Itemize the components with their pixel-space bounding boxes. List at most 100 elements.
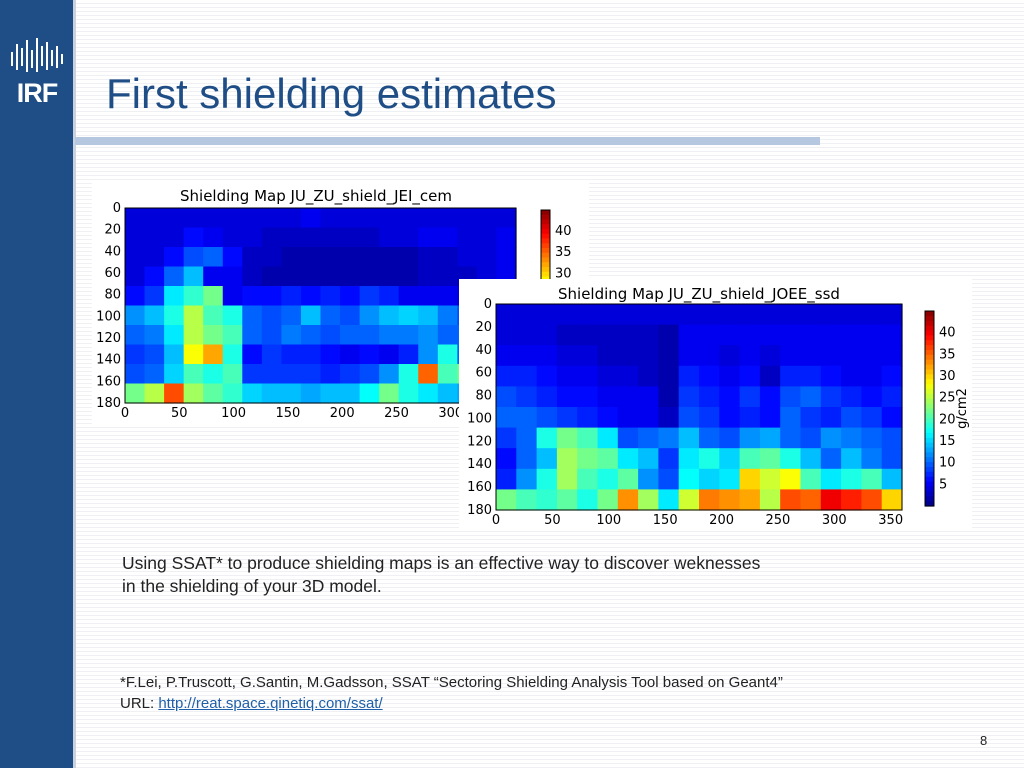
shielding-map-joee-panel: Shielding Map JU_ZU_shield_JOEE_ssd 0 50 10… xyxy=(459,279,972,531)
heatmap-cell xyxy=(861,427,883,449)
heatmap-cell xyxy=(658,324,680,346)
colorbar-tick-label: 25 xyxy=(939,391,956,406)
heatmap-cell xyxy=(300,266,322,287)
heatmap-cell xyxy=(125,227,146,248)
colorbar-segment xyxy=(925,428,934,434)
x-tick-label: 300 xyxy=(438,406,463,421)
heatmap-cell xyxy=(242,344,263,365)
heatmap-cell xyxy=(780,365,802,387)
colorbar-segment xyxy=(541,271,550,278)
heatmap-cell xyxy=(281,325,302,346)
x-tick-label: 100 xyxy=(221,406,246,421)
heatmap-cell xyxy=(820,324,842,346)
heatmap-cell xyxy=(556,407,578,429)
heatmap-cell xyxy=(699,468,720,490)
heatmap-cell xyxy=(638,448,659,470)
y-tick-label: 100 xyxy=(96,309,121,324)
x-tick-label: 300 xyxy=(822,513,847,528)
heatmap-cell xyxy=(144,325,165,346)
heatmap-cell xyxy=(242,266,263,287)
heatmap-cell xyxy=(699,427,720,449)
logo-text: IRF xyxy=(16,78,59,108)
heatmap-cell xyxy=(418,383,439,404)
heatmap-cell xyxy=(203,364,224,385)
heatmap-cell xyxy=(678,386,700,408)
heatmap-cell xyxy=(699,304,720,326)
heatmap-cell xyxy=(164,208,185,229)
heatmap-cell xyxy=(536,489,558,511)
heatmap-cell xyxy=(183,325,204,346)
heatmap-cell xyxy=(261,247,282,268)
colorbar-segment xyxy=(925,350,934,356)
heatmap-cell xyxy=(516,324,538,346)
heatmap-cell xyxy=(597,386,619,408)
ssat-link[interactable]: http://reat.space.qinetiq.com/ssat/ xyxy=(158,695,383,712)
heatmap-cell xyxy=(496,468,517,490)
colorbar-segment xyxy=(925,369,934,375)
heatmap-cell xyxy=(861,365,883,387)
heatmap-cell xyxy=(222,208,243,229)
heatmap-cell xyxy=(183,364,204,385)
y-tick-label: 100 xyxy=(467,411,492,426)
heatmap-cell xyxy=(496,386,517,408)
colorbar-label: g/cm2 xyxy=(955,388,970,429)
heatmap-cell xyxy=(320,364,341,385)
heatmap-cell xyxy=(577,448,599,470)
heatmap-cell xyxy=(841,345,862,367)
heatmap-cell xyxy=(164,247,185,268)
heatmap-cell xyxy=(203,344,224,365)
heatmap-cell xyxy=(699,365,720,387)
heatmap-cell xyxy=(577,345,599,367)
heatmap-cell xyxy=(577,489,599,511)
colorbar-segment xyxy=(541,238,550,244)
heatmap-cell xyxy=(841,386,862,408)
heatmap-cell xyxy=(719,386,741,408)
heatmap-cell xyxy=(780,468,802,490)
heatmap-cell xyxy=(281,247,302,268)
heatmap-cell xyxy=(759,407,781,429)
heatmap-cell xyxy=(678,468,700,490)
heatmap-cell xyxy=(536,448,558,470)
heatmap-cell xyxy=(658,448,680,470)
heatmap-cell xyxy=(516,448,538,470)
heatmap-cell xyxy=(739,386,761,408)
heatmap-cell xyxy=(359,208,380,229)
heatmap-cell xyxy=(457,208,478,229)
heatmap-cell xyxy=(861,324,883,346)
y-tick-label: 0 xyxy=(484,297,492,312)
heatmap-cell xyxy=(125,286,146,307)
heatmap-cell xyxy=(597,427,619,449)
heatmap-cell xyxy=(617,386,639,408)
colorbar-segment xyxy=(925,325,934,332)
heatmap-cell xyxy=(678,489,700,511)
heatmap-cell xyxy=(222,383,243,404)
heatmap-cell xyxy=(125,364,146,385)
heatmap-cell xyxy=(780,427,802,449)
heatmap-cell xyxy=(617,345,639,367)
heatmap-cell xyxy=(359,344,380,365)
heatmap-cell xyxy=(457,247,478,268)
heatmap-cell xyxy=(281,344,302,365)
heatmap-cell xyxy=(300,344,322,365)
heatmap-cell xyxy=(320,305,341,326)
heatmap-cell xyxy=(658,304,680,326)
y-tick-label: 80 xyxy=(475,389,492,404)
colorbar-segment xyxy=(925,418,934,424)
heatmap-cell xyxy=(881,345,903,367)
heatmap-cell xyxy=(597,448,619,470)
y-tick-label: 180 xyxy=(467,503,492,518)
heatmap-cell xyxy=(638,427,659,449)
y-tick-label: 120 xyxy=(467,434,492,449)
heatmap-cell xyxy=(800,448,822,470)
heatmap-cell xyxy=(300,364,322,385)
colorbar-segment xyxy=(925,432,934,439)
heatmap-cell xyxy=(496,427,517,449)
heatmap-cell xyxy=(242,305,263,326)
heatmap-cell xyxy=(577,407,599,429)
heatmap-cell xyxy=(577,365,599,387)
heatmap-cell xyxy=(418,305,439,326)
heatmap-cell xyxy=(125,305,146,326)
x-tick-label: 200 xyxy=(330,406,355,421)
heatmap-cell xyxy=(261,227,282,248)
